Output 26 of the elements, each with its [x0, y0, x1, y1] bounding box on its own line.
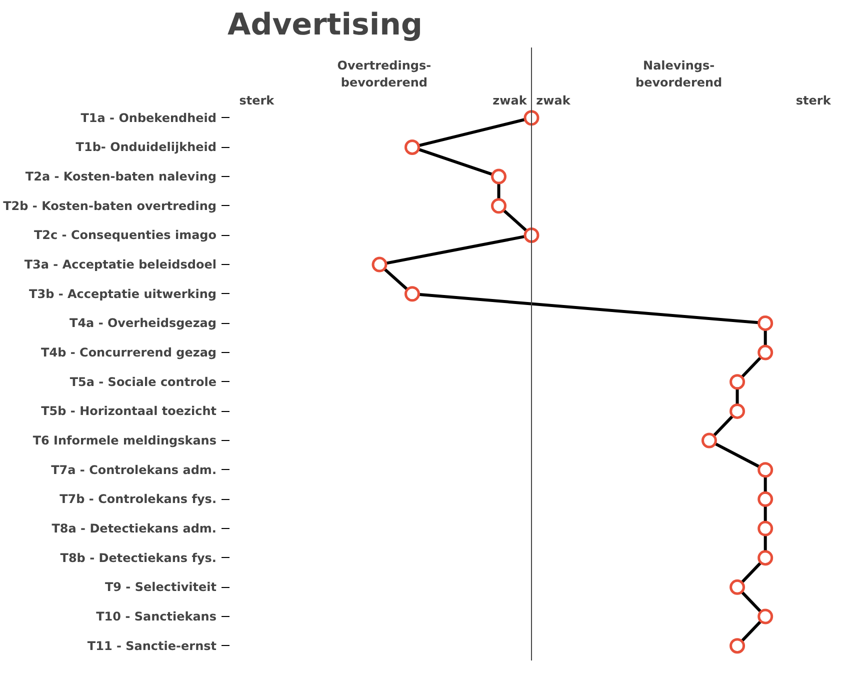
y-tick-label: T4b - Concurrerend gezag	[41, 346, 216, 360]
y-tick-label: T1a - Onbekendheid	[80, 110, 217, 125]
y-tick-label: T1b- Onduidelijkheid	[76, 140, 217, 154]
y-tick-label: T11 - Sanctie-ernst	[87, 638, 217, 653]
y-tick-label: T8b - Detectiekans fys.	[60, 550, 217, 565]
y-tick-label: T3a - Acceptatie beleidsdoel	[24, 258, 216, 272]
y-tick-label: T4a - Overheidsgezag	[70, 316, 217, 330]
y-tick-label: T8a - Detectiekans adm.	[52, 522, 217, 536]
annotation: zwak	[536, 93, 572, 108]
annotation: zwak	[492, 93, 528, 108]
y-tick-label: T2b - Kosten-baten overtreding	[3, 198, 217, 213]
y-tick-label: T7b - Controlekans fys.	[60, 492, 216, 506]
chart-title: Advertising	[228, 8, 422, 42]
y-tick-label: T3b - Acceptatie uitwerking	[29, 286, 217, 301]
y-tick-label: T10 - Sanctiekans	[96, 610, 217, 624]
text: Nalevings- bevorderend	[636, 58, 722, 90]
y-tick-label: T5b - Horizontaal toezicht	[41, 404, 217, 418]
y-tick-label: T2a - Kosten-baten naleving	[25, 170, 217, 184]
text: sterk	[796, 93, 832, 108]
y-tick-label: T2c - Consequenties imago	[34, 228, 216, 242]
text: Overtredings- bevorderend	[337, 58, 432, 90]
y-tick-label: T9 - Selectiviteit	[104, 580, 217, 594]
y-tick-label: T6 Informele meldingskans	[32, 434, 217, 448]
text: sterk	[239, 93, 276, 108]
y-tick-label: T7a - Controlekans adm.	[51, 462, 216, 477]
y-tick-label: T5a - Sociale controle	[70, 374, 217, 389]
